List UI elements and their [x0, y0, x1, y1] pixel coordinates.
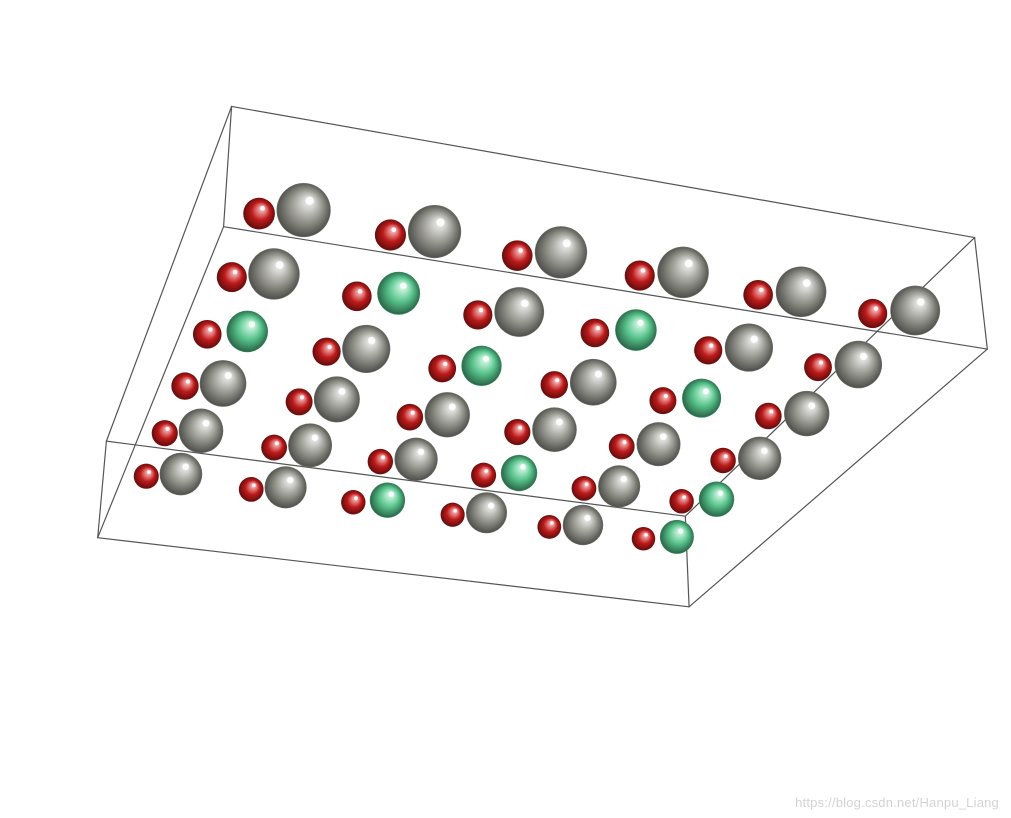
- metal-atom: [598, 465, 640, 507]
- metal-atom: [248, 248, 299, 299]
- oxygen-atom: [341, 490, 365, 514]
- metal-atom: [466, 492, 507, 533]
- metal-atom: [179, 409, 224, 454]
- oxygen-atom: [152, 420, 178, 446]
- oxygen-atom: [368, 449, 393, 474]
- metal-atom: [425, 392, 470, 437]
- oxygen-atom: [609, 434, 635, 460]
- metal-atom: [200, 360, 247, 407]
- oxygen-atom: [625, 261, 655, 291]
- metal-atom: [342, 325, 390, 373]
- metal-atom: [314, 376, 360, 422]
- oxygen-atom: [710, 448, 735, 473]
- metal-atom: [408, 205, 461, 258]
- crystal-svg: [0, 0, 1011, 818]
- metal-atom: [563, 505, 603, 545]
- dopant-atom: [461, 346, 501, 386]
- metal-atom: [784, 391, 829, 436]
- oxygen-atom: [397, 404, 424, 431]
- oxygen-atom: [804, 353, 832, 381]
- oxygen-atom: [239, 477, 264, 502]
- oxygen-atom: [342, 282, 372, 312]
- atoms: [134, 183, 940, 554]
- oxygen-atom: [441, 503, 465, 527]
- metal-atom: [288, 423, 332, 467]
- oxygen-atom: [581, 319, 610, 348]
- oxygen-atom: [463, 300, 492, 329]
- oxygen-atom: [471, 463, 496, 488]
- metal-atom: [637, 422, 681, 466]
- metal-atom: [277, 183, 331, 237]
- dopant-atom: [226, 311, 268, 353]
- oxygen-atom: [171, 372, 198, 399]
- oxygen-atom: [572, 476, 597, 501]
- oxygen-atom: [537, 515, 561, 539]
- oxygen-atom: [669, 489, 693, 513]
- oxygen-atom: [286, 388, 313, 415]
- dopant-atom: [370, 483, 405, 518]
- oxygen-atom: [694, 336, 722, 364]
- metal-atom: [570, 359, 617, 406]
- oxygen-atom: [375, 219, 406, 250]
- oxygen-atom: [428, 355, 456, 383]
- metal-atom: [532, 407, 577, 452]
- metal-atom: [394, 438, 437, 481]
- oxygen-atom: [243, 198, 275, 230]
- metal-atom: [535, 226, 587, 278]
- dopant-atom: [615, 309, 657, 351]
- metal-atom: [738, 437, 781, 480]
- oxygen-atom: [261, 435, 287, 461]
- dopant-atom: [377, 272, 420, 315]
- oxygen-atom: [632, 527, 656, 551]
- dopant-atom: [682, 379, 721, 418]
- metal-atom: [657, 247, 708, 298]
- oxygen-atom: [134, 464, 159, 489]
- metal-atom: [776, 266, 827, 317]
- oxygen-atom: [649, 387, 676, 414]
- oxygen-atom: [193, 320, 222, 349]
- metal-atom: [890, 286, 940, 336]
- crystal-scene: https://blog.csdn.net/Hanpu_Liang: [0, 0, 1011, 818]
- oxygen-atom: [504, 419, 530, 445]
- metal-atom: [835, 341, 882, 388]
- oxygen-atom: [541, 371, 568, 398]
- oxygen-atom: [755, 403, 782, 430]
- metal-atom: [160, 453, 203, 496]
- watermark-text: https://blog.csdn.net/Hanpu_Liang: [795, 795, 999, 810]
- dopant-atom: [501, 455, 537, 491]
- oxygen-atom: [858, 299, 887, 328]
- metal-atom: [494, 287, 544, 337]
- metal-atom: [725, 323, 773, 371]
- metal-atom: [265, 466, 307, 508]
- oxygen-atom: [312, 338, 340, 366]
- dopant-atom: [660, 520, 694, 554]
- dopant-atom: [699, 482, 734, 517]
- oxygen-atom: [217, 262, 247, 292]
- oxygen-atom: [743, 280, 773, 310]
- oxygen-atom: [502, 240, 533, 271]
